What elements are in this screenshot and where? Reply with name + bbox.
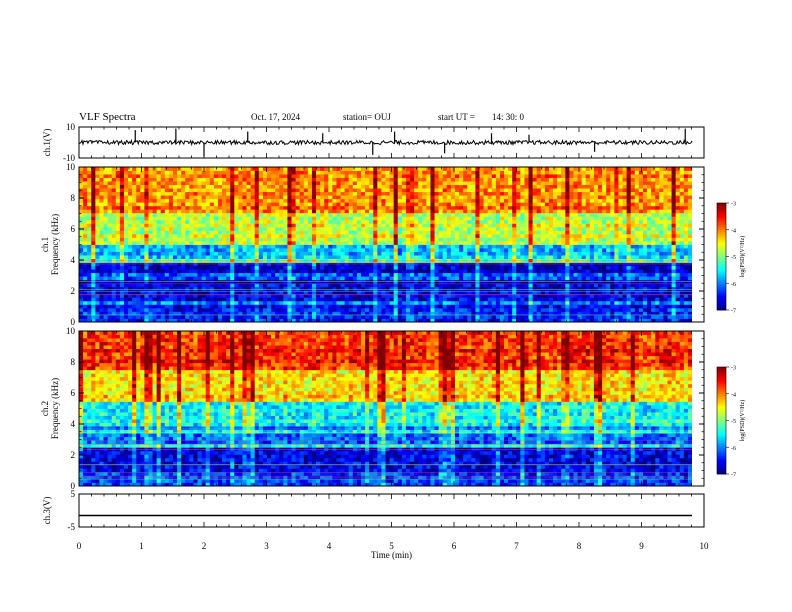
ch1s-ytick-label: 10 xyxy=(66,162,76,172)
colorbar-label: log(PSD)(V²/Hz) xyxy=(739,236,746,277)
colorbar-tick-label: -5 xyxy=(731,419,736,425)
ch1s-ylabel: ch.1 xyxy=(40,237,50,252)
x-tick-label: 3 xyxy=(264,541,269,551)
ch1-waveform-line xyxy=(78,138,693,147)
ch3w-ytick-label: -5 xyxy=(68,522,76,532)
ch1s-ylabel: Frequency (kHz) xyxy=(50,214,60,275)
x-tick-label: 7 xyxy=(514,541,519,551)
ch2s-ylabel: Frequency (kHz) xyxy=(50,378,60,439)
station-label: station= OUJ xyxy=(343,112,391,122)
ch3w-ylabel: ch.3(V) xyxy=(42,497,52,525)
ch1w-ytick-label: -10 xyxy=(63,153,75,163)
ch2s-ylabel: ch.2 xyxy=(40,401,50,416)
ch1s-ytick-label: 6 xyxy=(71,224,76,234)
colorbar-ch2: -3 -4 -5 -6 -7 log(PSD)(V²/Hz) xyxy=(716,366,746,479)
x-tick-label: 6 xyxy=(452,541,457,551)
x-axis-label: Time (min) xyxy=(371,550,412,560)
x-tick-label: 1 xyxy=(139,541,144,551)
colorbar-ch1: -3 -4 -5 -6 -7 log(PSD)(V²/Hz) xyxy=(716,202,746,315)
x-tick-label: 10 xyxy=(700,541,710,551)
x-tick-label: 8 xyxy=(577,541,582,551)
date-label: Oct. 17, 2024 xyxy=(251,112,300,122)
colorbar-tick-label: -7 xyxy=(731,473,736,479)
ch1s-ytick-label: 2 xyxy=(71,286,76,296)
spectrogram-ch1 xyxy=(79,167,704,323)
ch2s-ytick-label: 10 xyxy=(66,326,76,336)
colorbar-label: log(PSD)(V²/Hz) xyxy=(739,400,746,441)
ch2s-ytick-label: 4 xyxy=(71,419,76,429)
start-ut-label: start UT = xyxy=(438,112,475,122)
ch1w-ytick-label: 10 xyxy=(66,122,76,132)
ch2s-ytick-label: 6 xyxy=(71,388,76,398)
x-tick-label: 0 xyxy=(77,541,82,551)
ch1s-ytick-label: 4 xyxy=(71,255,76,265)
ch2s-ytick-label: 8 xyxy=(71,357,76,367)
spectrogram-ch2 xyxy=(79,331,704,487)
colorbar-tick-label: -4 xyxy=(731,228,736,234)
colorbar-tick-label: -6 xyxy=(731,446,736,452)
colorbar-tick-label: -7 xyxy=(731,309,736,315)
colorbar-tick-label: -3 xyxy=(731,202,736,208)
x-tick-label: 9 xyxy=(639,541,644,551)
colorbar-tick-label: -3 xyxy=(731,366,736,372)
colorbar-tick-label: -6 xyxy=(731,282,736,288)
ch3w-ytick-label: 5 xyxy=(71,489,76,499)
ch1s-ytick-label: 8 xyxy=(71,193,76,203)
ch2s-ytick-label: 2 xyxy=(71,450,76,460)
ch1w-ylabel: ch.1(V) xyxy=(42,129,52,157)
colorbar-tick-label: -4 xyxy=(731,392,736,398)
start-time-value: 14: 30: 0 xyxy=(492,112,525,122)
chart-title: VLF Spectra xyxy=(79,111,136,123)
colorbar-tick-label: -5 xyxy=(731,255,736,261)
ch2s-ytick-label: 0 xyxy=(71,481,76,491)
ch1s-ytick-label: 0 xyxy=(71,317,76,327)
x-tick-label: 4 xyxy=(327,541,332,551)
x-tick-label: 5 xyxy=(389,541,394,551)
x-tick-label: 2 xyxy=(202,541,207,551)
